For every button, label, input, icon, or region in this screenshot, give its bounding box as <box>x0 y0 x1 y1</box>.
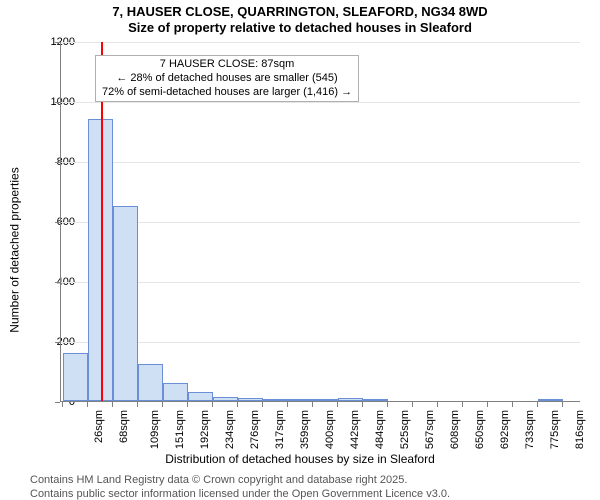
histogram-bar <box>138 364 163 402</box>
x-tick-label: 650sqm <box>474 410 486 449</box>
x-tick-label: 400sqm <box>324 410 336 449</box>
x-tick-label: 733sqm <box>524 410 536 449</box>
x-tick-mark <box>312 402 313 407</box>
histogram-bar <box>63 353 88 401</box>
histogram-bar <box>363 399 388 401</box>
chart-container: 7, HAUSER CLOSE, QUARRINGTON, SLEAFORD, … <box>0 0 600 500</box>
x-tick-label: 816sqm <box>574 410 586 449</box>
x-tick-label: 525sqm <box>399 410 411 449</box>
histogram-bar <box>538 399 563 401</box>
x-tick-mark <box>137 402 138 407</box>
x-tick-mark <box>387 402 388 407</box>
x-tick-label: 442sqm <box>349 410 361 449</box>
x-tick-label: 359sqm <box>299 410 311 449</box>
x-tick-mark <box>237 402 238 407</box>
x-axis-label: Distribution of detached houses by size … <box>0 452 600 466</box>
annotation-line-2: ← 28% of detached houses are smaller (54… <box>102 72 352 86</box>
x-tick-mark <box>87 402 88 407</box>
attribution-line-1: Contains HM Land Registry data © Crown c… <box>30 474 407 486</box>
x-tick-label: 151sqm <box>174 410 186 449</box>
x-tick-label: 109sqm <box>149 410 161 449</box>
histogram-bar <box>213 397 238 401</box>
histogram-bar <box>338 398 363 401</box>
x-tick-mark <box>362 402 363 407</box>
histogram-bar <box>163 383 188 401</box>
y-tick-mark <box>55 402 60 403</box>
annotation-box: 7 HAUSER CLOSE: 87sqm ← 28% of detached … <box>95 55 359 102</box>
x-tick-label: 192sqm <box>199 410 211 449</box>
histogram-bar <box>288 399 313 401</box>
x-tick-mark <box>462 402 463 407</box>
x-tick-mark <box>537 402 538 407</box>
histogram-bar <box>263 399 288 401</box>
title-line-1: 7, HAUSER CLOSE, QUARRINGTON, SLEAFORD, … <box>0 4 600 19</box>
x-tick-label: 26sqm <box>93 410 105 443</box>
x-tick-label: 608sqm <box>449 410 461 449</box>
x-tick-mark <box>562 402 563 407</box>
x-tick-mark <box>112 402 113 407</box>
x-tick-label: 68sqm <box>118 410 130 443</box>
histogram-bar <box>313 399 338 401</box>
x-tick-mark <box>187 402 188 407</box>
annotation-line-3: 72% of semi-detached houses are larger (… <box>102 86 352 100</box>
x-tick-mark <box>337 402 338 407</box>
x-tick-label: 484sqm <box>374 410 386 449</box>
x-tick-mark <box>287 402 288 407</box>
x-tick-label: 567sqm <box>424 410 436 449</box>
x-tick-label: 692sqm <box>499 410 511 449</box>
attribution-line-2: Contains public sector information licen… <box>30 488 450 500</box>
y-axis-label-container: Number of detached properties <box>6 0 24 500</box>
x-tick-mark <box>162 402 163 407</box>
annotation-line-1: 7 HAUSER CLOSE: 87sqm <box>102 58 352 72</box>
x-tick-label: 775sqm <box>549 410 561 449</box>
histogram-bar <box>238 398 263 401</box>
histogram-bar <box>113 206 138 401</box>
title-line-2: Size of property relative to detached ho… <box>0 20 600 35</box>
y-axis-label: Number of detached properties <box>8 167 22 332</box>
x-tick-label: 276sqm <box>249 410 261 449</box>
x-tick-mark <box>437 402 438 407</box>
x-tick-mark <box>412 402 413 407</box>
x-tick-mark <box>512 402 513 407</box>
x-tick-mark <box>212 402 213 407</box>
x-tick-label: 234sqm <box>224 410 236 449</box>
x-tick-mark <box>62 402 63 407</box>
x-tick-mark <box>487 402 488 407</box>
x-tick-mark <box>262 402 263 407</box>
x-tick-label: 317sqm <box>274 410 286 449</box>
histogram-bar <box>188 392 213 401</box>
